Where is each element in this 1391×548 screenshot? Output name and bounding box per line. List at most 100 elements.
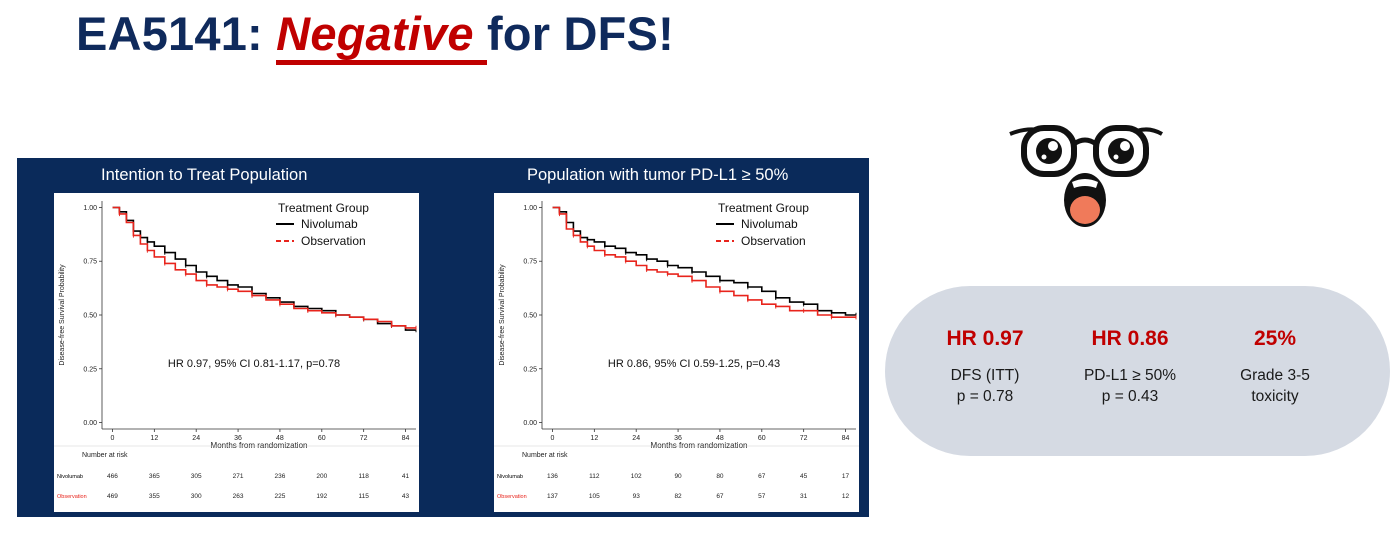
summary-stat-toxicity: 25% Grade 3-5 toxicity	[1195, 327, 1355, 407]
risk-value: 137	[547, 493, 558, 500]
risk-value: 263	[233, 493, 244, 500]
x-tick-label: 36	[234, 435, 242, 442]
risk-value: 355	[149, 493, 160, 500]
summary-stat-label: DFS (ITT) p = 0.78	[950, 367, 1020, 405]
chart-2-title: Population with tumor PD-L1 ≥ 50%	[527, 166, 789, 184]
risk-value: 271	[233, 473, 244, 480]
risk-value: 112	[589, 473, 600, 480]
x-tick-label: 84	[842, 435, 850, 442]
hr-annotation: HR 0.97, 95% CI 0.81-1.17, p=0.78	[168, 358, 340, 370]
risk-value: 31	[800, 493, 808, 500]
risk-table-label: Number at risk	[82, 452, 128, 459]
title-suffix: for DFS!	[486, 7, 674, 60]
legend-entry-nivolumab: Nivolumab	[741, 217, 798, 231]
risk-value: 102	[631, 473, 642, 480]
summary-stat-label: PD-L1 ≥ 50% p = 0.43	[1083, 367, 1177, 405]
hr-annotation: HR 0.86, 95% CI 0.59-1.25, p=0.43	[608, 358, 780, 370]
km-chart-pdl1: 0.00 0.25 0.50 0.75 1.00 0 12 24 36 48 60 72 84 Month…	[494, 193, 859, 512]
chart-1-title: Intention to Treat Population	[101, 166, 308, 184]
risk-value: 365	[149, 473, 160, 480]
x-tick-label: 72	[360, 435, 368, 442]
x-tick-label: 60	[318, 435, 326, 442]
risk-value: 105	[589, 493, 600, 500]
y-tick-label: 0.75	[523, 259, 537, 266]
risk-value: 93	[633, 493, 641, 500]
summary-stat-dfs: HR 0.97 DFS (ITT) p = 0.78	[905, 327, 1065, 407]
legend-title: Treatment Group	[278, 201, 369, 215]
x-tick-label: 84	[402, 435, 410, 442]
km-plot-itt: 0.00 0.25 0.50 0.75 1.00 0 12 24 36 48 60 72 84 Month…	[54, 201, 419, 500]
legend-entry-nivolumab: Nivolumab	[301, 217, 358, 231]
slide-title: EA5141: Negative for DFS!	[76, 6, 674, 66]
shocked-face-with-glasses-icon	[1008, 118, 1168, 230]
summary-bubble	[885, 286, 1390, 456]
y-tick-label: 0.25	[83, 366, 97, 373]
risk-value: 200	[316, 473, 327, 480]
x-tick-label: 72	[800, 435, 808, 442]
risk-value: 469	[107, 493, 118, 500]
summary-stat-label: Grade 3-5 toxicity	[1240, 367, 1310, 405]
risk-row-label: Observation	[497, 494, 527, 500]
risk-row-label: Nivolumab	[497, 474, 523, 480]
x-tick-label: 12	[150, 435, 158, 442]
y-axis-label: Disease-free Survival Probability	[499, 264, 506, 366]
risk-value: 82	[674, 493, 682, 500]
x-tick-label: 0	[551, 435, 555, 442]
x-tick-label: 36	[674, 435, 682, 442]
x-tick-label: 12	[590, 435, 598, 442]
summary-stat-pdl1: HR 0.86 PD-L1 ≥ 50% p = 0.43	[1050, 327, 1210, 407]
km-curve-observation	[552, 206, 856, 318]
risk-value: 236	[275, 473, 286, 480]
risk-value: 67	[758, 473, 766, 480]
risk-value: 80	[716, 473, 724, 480]
risk-value: 225	[275, 493, 286, 500]
summary-stat-value: 25%	[1253, 327, 1297, 350]
km-chart-itt: 0.00 0.25 0.50 0.75 1.00 0 12 24 36 48 60 72 84 Month…	[54, 193, 419, 512]
km-curve-observation	[112, 206, 416, 329]
legend-entry-observation: Observation	[741, 234, 806, 248]
x-tick-label: 24	[632, 435, 640, 442]
risk-value: 466	[107, 473, 118, 480]
risk-value: 57	[758, 493, 766, 500]
y-axis-label: Disease-free Survival Probability	[59, 264, 66, 366]
y-tick-label: 1.00	[523, 205, 537, 212]
x-tick-label: 60	[758, 435, 766, 442]
y-tick-label: 0.25	[523, 366, 537, 373]
y-tick-label: 1.00	[83, 205, 97, 212]
y-tick-label: 0.50	[83, 313, 97, 320]
x-axis-label: Months from randomization	[211, 441, 308, 450]
km-curve-nivolumab	[552, 206, 856, 316]
risk-value: 136	[547, 473, 558, 480]
risk-value: 118	[358, 473, 369, 480]
risk-value: 43	[402, 493, 410, 500]
risk-row-label: Nivolumab	[57, 474, 83, 480]
title-emphasis: Negative	[276, 7, 487, 65]
y-tick-label: 0.75	[83, 259, 97, 266]
risk-value: 300	[191, 493, 202, 500]
risk-value: 192	[316, 493, 327, 500]
km-curve-nivolumab	[112, 206, 416, 331]
risk-value: 305	[191, 473, 202, 480]
risk-value: 17	[842, 473, 850, 480]
y-tick-label: 0.00	[523, 420, 537, 427]
x-tick-label: 48	[276, 435, 284, 442]
x-tick-label: 0	[111, 435, 115, 442]
legend-title: Treatment Group	[718, 201, 809, 215]
risk-value: 12	[842, 493, 850, 500]
x-tick-label: 48	[716, 435, 724, 442]
legend-entry-observation: Observation	[301, 234, 366, 248]
risk-value: 90	[674, 473, 682, 480]
risk-row-label: Observation	[57, 494, 87, 500]
risk-table-label: Number at risk	[522, 452, 568, 459]
y-tick-label: 0.50	[523, 313, 537, 320]
summary-stat-value: HR 0.97	[946, 327, 1024, 350]
km-plot-pdl1: 0.00 0.25 0.50 0.75 1.00 0 12 24 36 48 60 72 84 Month…	[494, 201, 859, 500]
x-axis-label: Months from randomization	[651, 441, 748, 450]
summary-stat-value: HR 0.86	[1091, 327, 1169, 350]
risk-value: 67	[716, 493, 724, 500]
risk-value: 41	[402, 473, 410, 480]
title-prefix: EA5141:	[76, 7, 277, 60]
risk-value: 115	[358, 493, 369, 500]
x-tick-label: 24	[192, 435, 200, 442]
y-tick-label: 0.00	[83, 420, 97, 427]
